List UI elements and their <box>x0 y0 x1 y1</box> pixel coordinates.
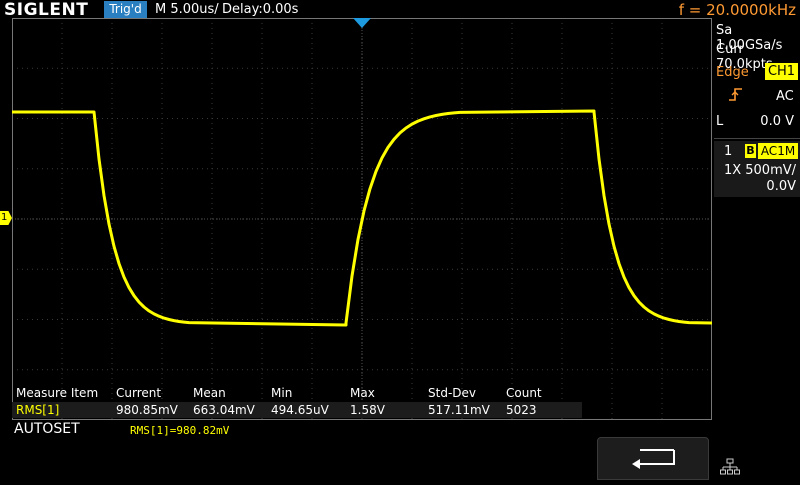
menu-title: AUTOSET <box>14 421 80 437</box>
timebase-readout: M 5.00us/ <box>155 1 219 18</box>
trigger-coupling: AC <box>776 89 794 104</box>
measure-header-min: Min <box>271 386 292 400</box>
measure-header-item: Measure Item <box>16 386 98 400</box>
panel-divider <box>714 138 800 139</box>
waveform-display <box>12 18 712 420</box>
measure-header-current: Current <box>116 386 161 400</box>
measure-header-mean: Mean <box>193 386 226 400</box>
measure-item-name: RMS[1] <box>16 403 59 417</box>
network-icon <box>720 458 740 476</box>
channel-number: 1 <box>724 144 732 159</box>
trigger-level-value: 0.0 V <box>760 114 794 129</box>
brand-logo: SIGLENT <box>4 0 88 20</box>
measure-current-value: 980.85mV <box>116 403 178 417</box>
trigger-level-label: L <box>716 114 723 129</box>
trigger-type-label: Edge <box>716 65 749 80</box>
measure-header-stddev: Std-Dev <box>428 386 476 400</box>
measure-header-max: Max <box>350 386 375 400</box>
back-softkey-button[interactable] <box>597 437 709 480</box>
volts-per-div: 500mV/ <box>745 163 796 178</box>
measure-mean-value: 663.04mV <box>193 403 255 417</box>
measure-count-value: 5023 <box>506 403 537 417</box>
status-message: RMS[1]=980.82mV <box>130 424 229 437</box>
delay-readout: Delay:0.00s <box>222 1 298 18</box>
measure-min-value: 494.65uV <box>271 403 329 417</box>
measure-max-value: 1.58V <box>350 403 385 417</box>
frequency-counter: f = 20.0000kHz <box>679 0 796 20</box>
measure-stddev-value: 517.11mV <box>428 403 490 417</box>
ch1-offset-marker[interactable]: 1 <box>0 211 12 225</box>
channel-coupling-badge: AC1M <box>758 143 798 159</box>
trigger-position-marker <box>353 18 371 28</box>
trigger-status-badge: Trig'd <box>104 1 147 18</box>
probe-attenuation: 1X <box>724 163 741 178</box>
measure-header-count: Count <box>506 386 542 400</box>
trigger-source-badge[interactable]: CH1 <box>765 63 798 80</box>
rising-edge-icon <box>728 86 744 102</box>
channel-offset: 0.0V <box>766 179 796 194</box>
return-arrow-icon <box>598 438 710 481</box>
bandwidth-limit-badge: B <box>745 144 756 158</box>
ch1-marker-label: 1 <box>1 211 7 225</box>
